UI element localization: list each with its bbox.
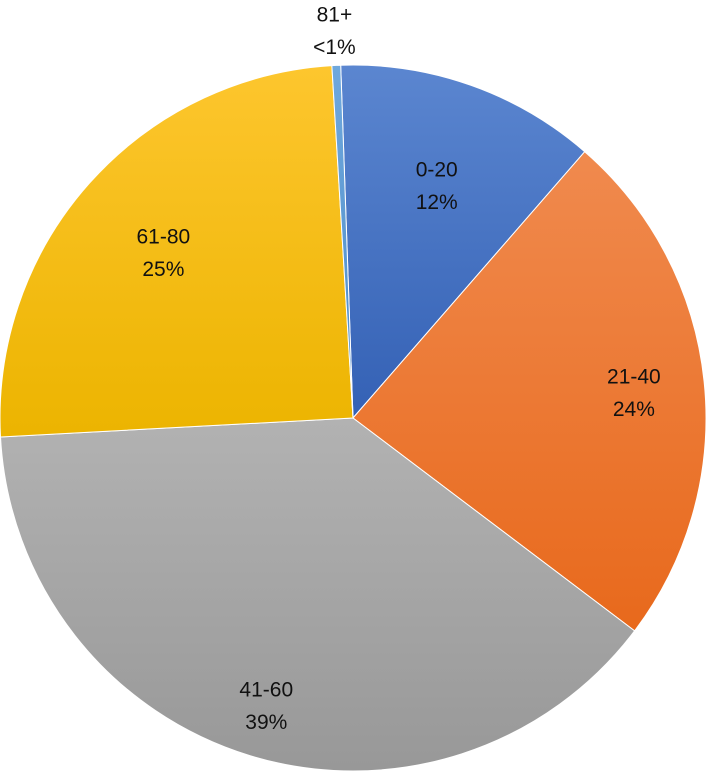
slice-category-label: 81+ xyxy=(317,3,353,26)
pie-slice-0-20 xyxy=(340,64,586,420)
pie-slice-41-60 xyxy=(0,417,636,771)
pie-slice-21-40 xyxy=(352,150,707,632)
slice-percent-label: 12% xyxy=(416,191,458,214)
slice-category-label: 41-60 xyxy=(239,678,293,701)
slice-category-label: 0-20 xyxy=(416,159,458,182)
slice-percent-label: 39% xyxy=(245,711,287,734)
pie-label-81-plus: 81+ <1% xyxy=(313,3,356,59)
slice-category-label: 21-40 xyxy=(607,366,661,389)
slice-percent-label: <1% xyxy=(313,36,356,59)
pie-slice-81-plus xyxy=(331,64,354,419)
pie-label-21-40: 21-40 24% xyxy=(607,366,661,422)
slice-category-label: 61-80 xyxy=(137,226,191,249)
pie-label-61-80: 61-80 25% xyxy=(137,226,191,282)
pie-label-0-20: 0-20 12% xyxy=(416,159,458,215)
pie-slice-61-80 xyxy=(0,65,354,438)
pie-slices xyxy=(0,64,707,771)
slice-percent-label: 24% xyxy=(613,398,655,421)
pie-label-41-60: 41-60 39% xyxy=(239,678,293,734)
slice-percent-label: 25% xyxy=(142,258,184,281)
pie-labels: 0-20 12%21-40 24%41-60 39%61-80 25%81+ <1% xyxy=(137,3,661,733)
